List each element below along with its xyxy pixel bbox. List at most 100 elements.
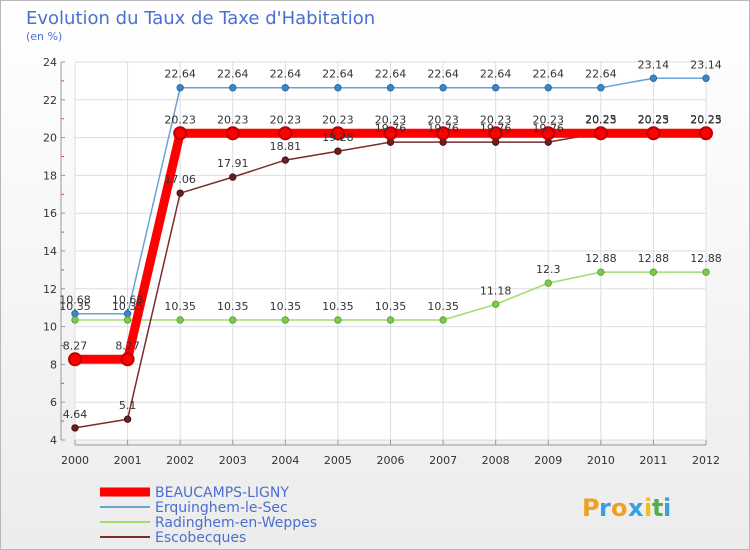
- y-tick-label: 10: [43, 321, 57, 334]
- data-point: [383, 126, 398, 141]
- data-label: 10.68: [59, 294, 91, 307]
- data-point: [281, 156, 290, 164]
- legend-label: Escobecques: [155, 530, 246, 546]
- x-tick-label: 2001: [114, 454, 142, 467]
- data-label: 10.35: [217, 300, 249, 313]
- y-tick-label: 20: [43, 132, 57, 145]
- data-label: 22.64: [533, 68, 565, 81]
- data-label: 23.14: [638, 58, 670, 71]
- data-point: [229, 173, 237, 181]
- data-label: 20.23: [533, 113, 565, 126]
- data-point: [334, 147, 342, 155]
- x-tick-label: 2012: [692, 454, 720, 467]
- x-tick-label: 2004: [271, 454, 299, 467]
- x-tick-label: 2011: [639, 454, 667, 467]
- data-label: 20.23: [427, 113, 459, 126]
- data-label: 10.35: [270, 300, 302, 313]
- data-point: [439, 84, 447, 92]
- data-point: [544, 84, 552, 92]
- data-point: [225, 126, 240, 141]
- data-label: 12.3: [536, 263, 561, 276]
- data-point: [597, 268, 605, 276]
- data-label: 20.23: [690, 113, 722, 126]
- data-label: 10.35: [164, 300, 196, 313]
- logo-letter: t: [652, 494, 663, 522]
- data-label: 19.76: [427, 122, 459, 135]
- y-tick-label: 8: [50, 358, 57, 371]
- data-point: [176, 316, 184, 324]
- data-label: 20.23: [638, 113, 670, 126]
- chart-title: Evolution du Taux de Taxe d'Habitation: [26, 8, 375, 29]
- data-point: [330, 126, 345, 141]
- data-label: 8.27: [63, 339, 88, 352]
- data-label: 10.35: [375, 300, 407, 313]
- data-point: [593, 126, 608, 141]
- data-label: 10.68: [112, 294, 144, 307]
- x-tick-label: 2010: [587, 454, 615, 467]
- data-point: [597, 84, 605, 92]
- y-tick-label: 4: [50, 434, 57, 447]
- data-point: [544, 279, 552, 287]
- y-tick-label: 12: [43, 283, 57, 296]
- data-point: [281, 316, 290, 324]
- x-tick-label: 2003: [219, 454, 247, 467]
- data-label: 20.23: [480, 113, 512, 126]
- y-tick-label: 16: [43, 207, 57, 220]
- data-label: 5.1: [119, 399, 137, 412]
- data-point: [120, 352, 135, 367]
- data-label: 10.35: [322, 300, 354, 313]
- data-point: [702, 74, 710, 82]
- data-label: 20.23: [164, 113, 196, 126]
- legend-label: Radinghem-en-Weppes: [155, 515, 317, 531]
- data-point: [123, 415, 132, 423]
- data-point: [176, 189, 184, 197]
- data-label: 10.35: [427, 300, 459, 313]
- data-label: 22.64: [480, 68, 512, 81]
- data-label: 19.28: [322, 131, 354, 144]
- y-tick-label: 14: [43, 245, 57, 258]
- data-label: 20.25: [585, 113, 617, 126]
- y-tick-label: 6: [50, 396, 57, 409]
- y-tick-label: 22: [43, 94, 57, 107]
- data-point: [386, 84, 395, 92]
- x-tick-label: 2008: [482, 454, 510, 467]
- data-label: 18.81: [270, 140, 302, 153]
- data-point: [491, 84, 500, 92]
- data-point: [491, 300, 500, 308]
- data-point: [71, 316, 79, 324]
- data-label: 23.14: [690, 58, 722, 71]
- data-point: [68, 352, 82, 367]
- data-point: [646, 126, 661, 141]
- x-tick-label: 2000: [61, 454, 89, 467]
- logo-letter: i: [663, 494, 671, 522]
- legend: BEAUCAMPS-LIGNYErquinghem-le-SecRadinghe…: [100, 485, 317, 546]
- data-point: [488, 126, 503, 141]
- data-point: [123, 316, 132, 324]
- data-label: 22.64: [270, 68, 302, 81]
- data-point: [334, 316, 342, 324]
- data-label: 12.88: [638, 252, 670, 265]
- grid: [74, 61, 707, 441]
- x-tick-label: 2009: [534, 454, 562, 467]
- data-label: 20.23: [375, 113, 407, 126]
- data-label: 12.88: [690, 252, 722, 265]
- data-label: 17.91: [217, 157, 249, 170]
- data-point: [278, 126, 293, 141]
- y-tick-label: 18: [43, 169, 57, 182]
- data-label: 20.23: [322, 113, 354, 126]
- data-label: 22.64: [427, 68, 459, 81]
- data-point: [71, 424, 79, 432]
- x-tick-label: 2007: [429, 454, 457, 467]
- data-label: 10.35: [59, 300, 91, 313]
- x-tick-label: 2005: [324, 454, 352, 467]
- data-label: 20.25: [690, 113, 722, 126]
- data-label: 22.64: [375, 68, 407, 81]
- data-label: 4.64: [63, 408, 88, 421]
- data-label: 12.88: [585, 252, 617, 265]
- y-tick-label: 24: [43, 56, 57, 69]
- data-label: 20.23: [217, 113, 249, 126]
- data-point: [386, 316, 395, 324]
- data-label: 17.06: [164, 173, 196, 186]
